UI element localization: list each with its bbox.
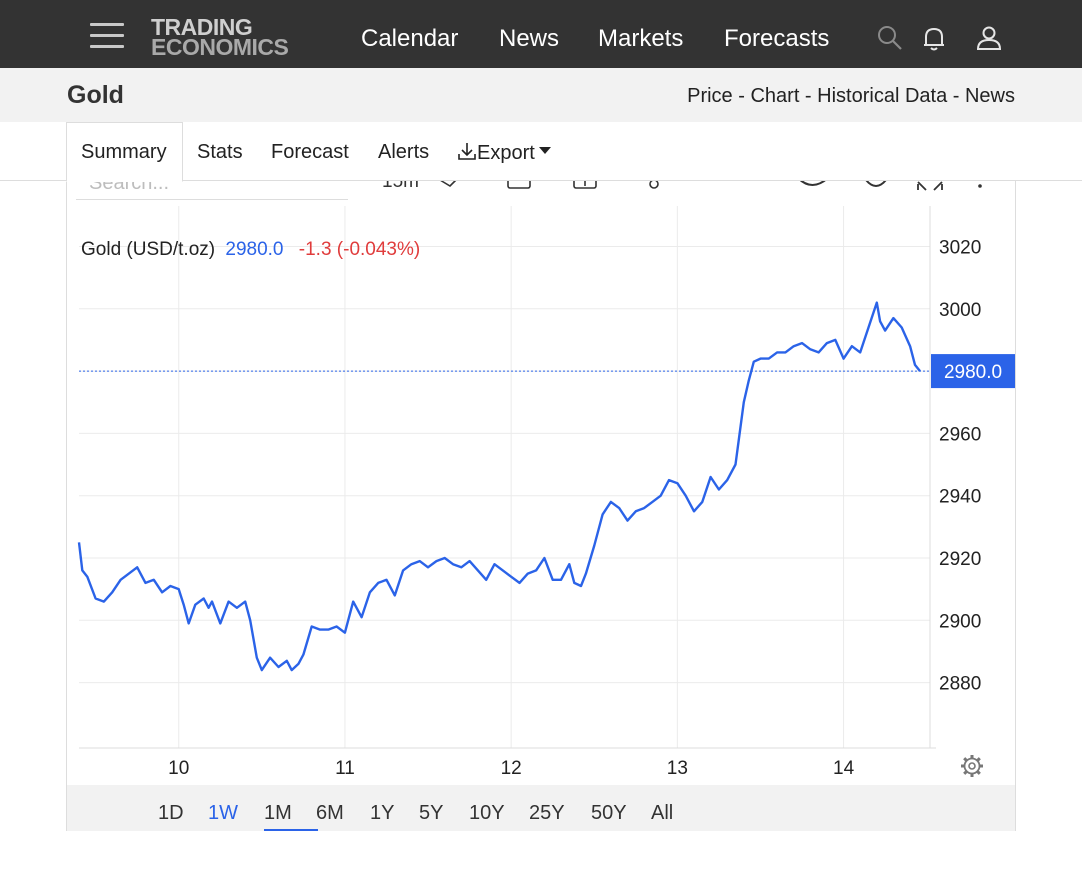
tab-bar: Summary Stats Forecast Alerts Export	[0, 122, 1082, 182]
y-tick-label: 2880	[939, 674, 981, 695]
brand-line1: TRADING	[151, 14, 253, 40]
range-selector: 1D 1W 1M 6M 1Y 5Y 10Y 25Y 50Y All	[67, 785, 1015, 831]
range-10y[interactable]: 10Y	[469, 802, 505, 824]
nav-forecasts[interactable]: Forecasts	[724, 25, 830, 52]
last-price-label: 2980.0	[944, 362, 1002, 383]
bell-icon[interactable]	[920, 24, 948, 52]
brand-line2: ECONOMICS	[151, 34, 289, 60]
link-historical-data[interactable]: Historical Data	[817, 85, 948, 107]
link-price[interactable]: Price	[687, 85, 733, 107]
y-tick-label: 2960	[939, 424, 981, 445]
brand-logo[interactable]: TRADING ECONOMICS	[151, 14, 316, 60]
legend-change: -1.3 (-0.043%)	[299, 239, 420, 260]
legend-price: 2980.0	[225, 239, 283, 260]
tab-summary-box	[66, 122, 183, 182]
nav-calendar[interactable]: Calendar	[361, 25, 459, 52]
tab-alerts[interactable]: Alerts	[378, 141, 430, 163]
user-icon[interactable]	[975, 24, 1003, 52]
download-icon	[458, 143, 476, 160]
page-title: Gold	[67, 81, 124, 109]
range-50y[interactable]: 50Y	[591, 802, 627, 824]
database-icon[interactable]	[865, 179, 887, 187]
more-icon[interactable]	[978, 184, 982, 188]
y-tick-label: 2940	[939, 487, 981, 508]
breadcrumb-sep: -	[799, 85, 818, 107]
x-tick-label: 10	[168, 758, 189, 779]
legend-name: Gold (USD/t.oz)	[81, 239, 215, 260]
draw-icon[interactable]	[649, 179, 659, 189]
range-1w[interactable]: 1W	[208, 802, 238, 824]
y-axis: 2880 2900 2920 2940 2960 3000 3020	[939, 237, 981, 694]
series-line-gold	[77, 301, 921, 672]
tab-export[interactable]: Export	[457, 141, 552, 165]
range-all[interactable]: All	[651, 802, 674, 824]
export-label: Export	[477, 142, 535, 164]
top-navbar: TRADING ECONOMICS Calendar News Markets …	[0, 0, 1082, 68]
chart-panel	[66, 181, 1016, 831]
breadcrumb-sep: -	[947, 85, 965, 107]
active-range-underline	[264, 829, 318, 831]
range-1m[interactable]: 1M	[264, 802, 292, 824]
x-tick-label: 13	[667, 758, 688, 779]
hamburger-icon[interactable]	[90, 23, 124, 49]
title-bar: Gold Price - Chart - Historical Data - N…	[0, 68, 1082, 122]
tab-stats[interactable]: Stats	[197, 141, 243, 163]
x-axis: 10 11 12 13 14	[168, 758, 854, 779]
breadcrumb: Price - Chart - Historical Data - News	[687, 85, 1015, 108]
y-tick-label: 3000	[939, 300, 981, 321]
link-chart[interactable]: Chart	[750, 85, 800, 107]
range-1y[interactable]: 1Y	[370, 802, 395, 824]
link-news[interactable]: News	[964, 85, 1015, 107]
tab-summary[interactable]: Summary	[81, 141, 167, 163]
tab-forecast[interactable]: Forecast	[271, 141, 349, 163]
nav-news[interactable]: News	[499, 25, 560, 52]
range-6m[interactable]: 6M	[316, 802, 344, 824]
y-tick-label: 2920	[939, 549, 981, 570]
x-tick-label: 11	[335, 758, 355, 779]
caret-down-icon	[538, 147, 551, 154]
fullscreen-icon[interactable]	[917, 181, 943, 191]
nav-markets[interactable]: Markets	[598, 25, 684, 52]
chart-legend: Gold (USD/t.oz) 2980.0 -1.3 (-0.043%)	[81, 239, 420, 260]
y-tick-label: 2900	[939, 611, 981, 632]
x-tick-label: 14	[833, 758, 855, 779]
range-1d[interactable]: 1D	[158, 802, 184, 824]
chart-grid	[79, 206, 936, 749]
range-25y[interactable]: 25Y	[529, 802, 565, 824]
last-price-tag: 2980.0	[931, 354, 1015, 389]
y-tick-label: 3020	[939, 237, 981, 258]
x-tick-label: 12	[501, 758, 522, 779]
range-5y[interactable]: 5Y	[419, 802, 444, 824]
breadcrumb-sep: -	[732, 85, 751, 107]
search-icon[interactable]	[876, 24, 904, 52]
gear-icon[interactable]	[961, 755, 983, 777]
